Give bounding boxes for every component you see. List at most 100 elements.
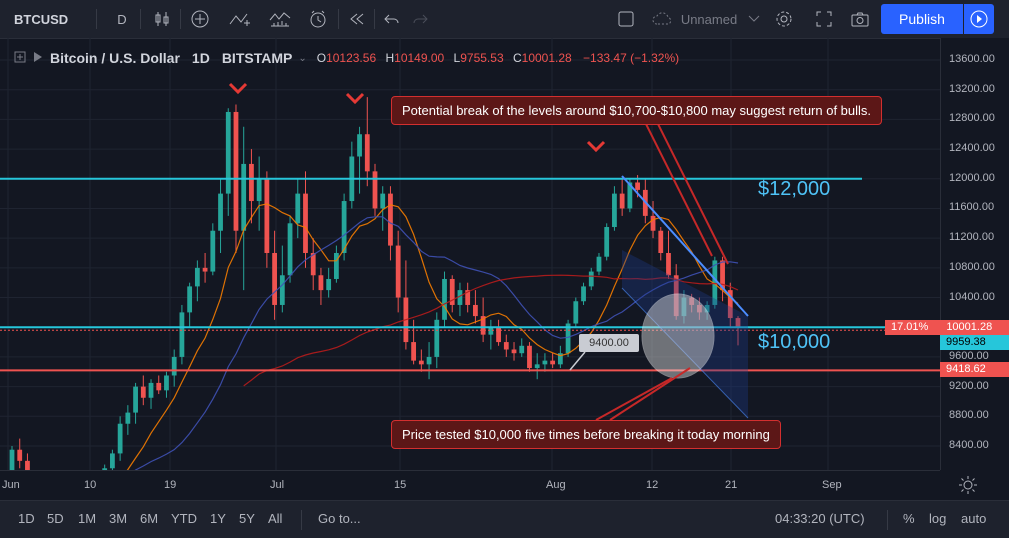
channel-top-line [621, 175, 749, 317]
compare-add-icon[interactable] [186, 0, 214, 38]
top-toolbar: BTCUSD D Unnamed Publish [0, 0, 1009, 39]
candle-body [604, 227, 610, 257]
candle-body [627, 182, 633, 209]
camera-icon[interactable] [846, 0, 874, 38]
toolbar-divider [96, 9, 97, 29]
toolbar-divider [140, 9, 141, 29]
candle-body [117, 423, 123, 454]
price-tick: 12800.00 [949, 112, 995, 125]
candle-body [534, 364, 540, 369]
undo-icon[interactable] [380, 0, 404, 38]
candle-body [295, 193, 301, 224]
range-5y[interactable]: 5Y [239, 511, 255, 526]
range-5d[interactable]: 5D [47, 511, 64, 526]
candle-body [179, 312, 185, 357]
candle-body [457, 290, 463, 305]
percent-toggle[interactable]: % [903, 511, 915, 526]
redo-icon[interactable] [408, 0, 432, 38]
price-tick: 8800.00 [949, 409, 989, 422]
candle-body [218, 193, 223, 231]
price-tick: 13600.00 [949, 53, 995, 65]
candle-body [689, 297, 695, 305]
indicators-icon[interactable] [224, 0, 256, 38]
range-1y[interactable]: 1Y [210, 511, 226, 526]
chevron-down-icon[interactable] [744, 0, 764, 38]
legend-symbol-title[interactable]: Bitcoin / U.S. Dollar [50, 50, 180, 66]
candle-body [241, 163, 247, 231]
level-10k-label[interactable]: $10,000 [758, 331, 831, 353]
candle-body [326, 278, 332, 291]
range-all[interactable]: All [268, 511, 283, 526]
financials-icon[interactable] [264, 0, 296, 38]
annotation-bottom-connector [609, 367, 691, 421]
candle-body [395, 245, 401, 298]
range-6m[interactable]: 6M [140, 511, 159, 526]
candle-body [310, 253, 316, 276]
candle-body [364, 134, 370, 172]
candle-body [256, 178, 262, 202]
candle-body [596, 256, 602, 272]
legend-interval: 1D [191, 50, 210, 66]
level-12k-label[interactable]: $12,000 [758, 178, 831, 200]
candle-body [102, 468, 108, 470]
candle-body [264, 178, 270, 253]
candle-body [635, 182, 640, 190]
fullscreen-icon[interactable] [810, 0, 838, 38]
candle-body [720, 260, 725, 291]
cyan-line-price-tag: 9959.38 [940, 335, 1009, 350]
candle-body [140, 386, 146, 398]
annotation-top-connector [641, 115, 713, 257]
annotation-bottom[interactable]: Price tested $10,000 five times before b… [391, 420, 781, 449]
symbol-search[interactable]: BTCUSD [14, 11, 69, 27]
chart-legend: Bitcoin / U.S. Dollar 1D BITSTAMP ⌄ O101… [14, 50, 679, 66]
price-change-percent: 17.01% [891, 321, 929, 333]
time-axis[interactable]: Jun 10 19 Jul 15 Aug 12 21 Sep [0, 470, 940, 501]
log-toggle[interactable]: log [929, 511, 947, 526]
time-tick: 10 [84, 479, 97, 491]
auto-toggle[interactable]: auto [961, 511, 987, 526]
range-1d[interactable]: 1D [18, 511, 35, 526]
candle-body [418, 360, 424, 365]
bottom-bar: 1D 5D 1M 3M 6M YTD 1Y 5Y All Go to... 04… [0, 500, 1009, 538]
candle-body [465, 290, 471, 305]
layout-name[interactable]: Unnamed [680, 11, 738, 27]
price-axis[interactable]: 13600.00 13200.00 12800.00 12400.00 12000.00… [940, 38, 1009, 470]
alert-clock-icon[interactable] [304, 0, 332, 38]
price-callout[interactable]: 9400.00 [579, 334, 639, 352]
annotation-top[interactable]: Potential break of the levels around $10… [391, 96, 883, 125]
interval-selector[interactable]: D [117, 11, 127, 27]
candle-body [318, 275, 324, 291]
toolbar-divider [374, 9, 375, 29]
candle-body [156, 382, 162, 391]
time-tick: Jul [270, 479, 285, 491]
utc-clock[interactable]: 04:33:20 (UTC) [775, 511, 865, 526]
publish-button[interactable]: Publish [881, 4, 963, 34]
price-tick: 13200.00 [949, 82, 995, 95]
candle-body [426, 356, 432, 365]
range-ytd[interactable]: YTD [171, 511, 197, 526]
price-tick: 12400.00 [949, 142, 995, 155]
candle-body [17, 449, 23, 461]
legend-collapse-icon[interactable] [14, 51, 26, 66]
range-1m[interactable]: 1M [78, 511, 97, 526]
price-chart[interactable] [0, 38, 940, 470]
low-value: 9755.53 [460, 51, 504, 65]
gear-icon[interactable] [770, 0, 798, 38]
candle-body [148, 382, 154, 398]
publish-menu-icon[interactable] [964, 4, 994, 34]
candle-body [372, 171, 378, 209]
goto-button[interactable]: Go to... [318, 511, 361, 526]
select-all-checkbox-icon[interactable] [612, 0, 640, 38]
range-3m[interactable]: 3M [109, 511, 128, 526]
sun-settings-icon[interactable] [958, 475, 978, 498]
open-value: 10123.56 [326, 51, 377, 65]
price-tick: 11200.00 [949, 231, 995, 244]
replay-icon[interactable] [344, 0, 370, 38]
ma-long-line [243, 274, 739, 387]
time-tick: Aug [546, 479, 566, 491]
chart-type-candles-icon[interactable] [148, 0, 176, 38]
ma-short-line [126, 203, 739, 470]
candle-body [442, 278, 447, 320]
price-tick: 9600.00 [949, 349, 989, 362]
legend-chevron-icon[interactable]: ⌄ [298, 52, 307, 64]
